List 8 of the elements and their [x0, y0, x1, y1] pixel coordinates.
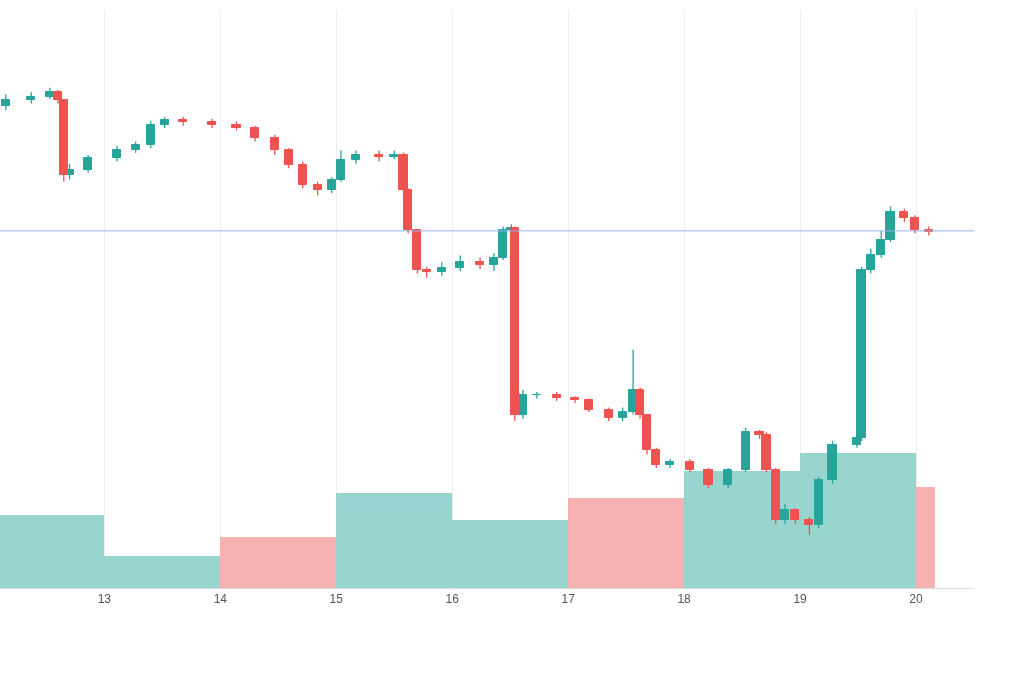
x-tick-label: 16	[445, 592, 460, 607]
x-tick-label: 14	[213, 592, 228, 607]
x-tick-label: 20	[909, 592, 924, 607]
x-tick-label: 18	[677, 592, 692, 607]
x-tick-label: 19	[793, 592, 808, 607]
x-tick-label: 17	[561, 592, 576, 607]
x-tick-label: 15	[329, 592, 344, 607]
x-tick-label: 13	[97, 592, 112, 607]
